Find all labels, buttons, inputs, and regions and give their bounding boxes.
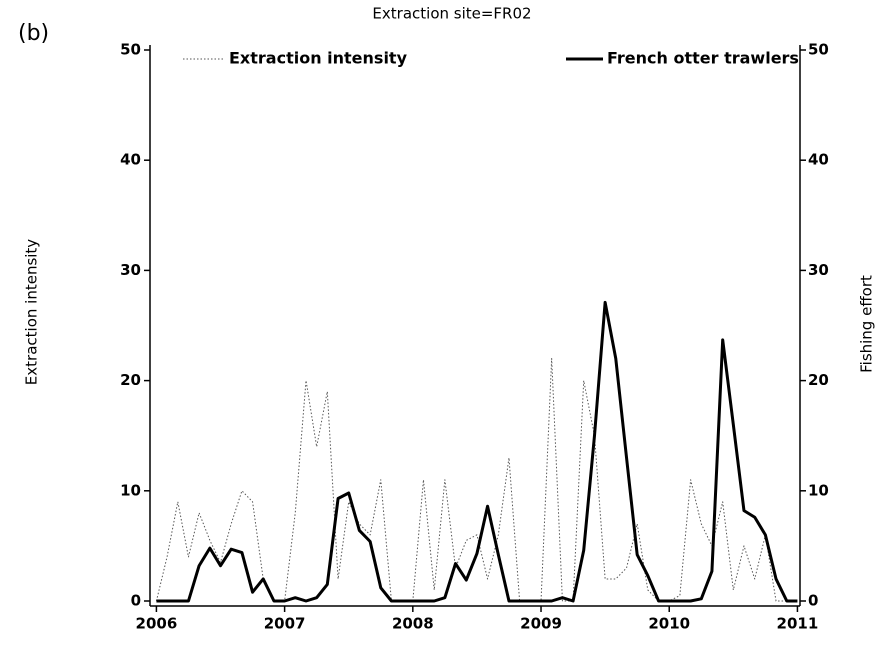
y-tick-label: 0 (131, 592, 141, 610)
y-tick-label: 30 (120, 261, 141, 279)
x-tick-label: 2006 (136, 615, 178, 633)
y-axis-label: Extraction intensity (23, 239, 41, 385)
series-line (156, 300, 798, 603)
y2-tick-label: 40 (808, 151, 829, 169)
x-tick-label: 2011 (777, 615, 819, 633)
y-tick-label: 10 (120, 481, 141, 499)
x-tick-label: 2010 (648, 615, 690, 633)
y2-tick-label: 10 (808, 481, 829, 499)
x-tick-label: 2009 (520, 615, 562, 633)
legend-label: French otter trawlers (607, 49, 799, 68)
panel-label: (b) (18, 21, 49, 46)
y2-tick-label: 50 (808, 41, 829, 59)
y-tick-label: 20 (120, 371, 141, 389)
chart-title: Extraction site=FR02 (372, 5, 531, 23)
x-tick-label: 2007 (264, 615, 306, 633)
y-tick-label: 50 (120, 41, 141, 59)
legend-label: Extraction intensity (229, 49, 408, 68)
y2-axis-label: Fishing effort (858, 275, 876, 373)
y2-tick-label: 20 (808, 371, 829, 389)
x-tick-label: 2008 (392, 615, 434, 633)
y2-tick-label: 30 (808, 261, 829, 279)
series-line (155, 358, 798, 602)
y2-tick-label: 0 (808, 592, 818, 610)
y-tick-label: 40 (120, 151, 141, 169)
